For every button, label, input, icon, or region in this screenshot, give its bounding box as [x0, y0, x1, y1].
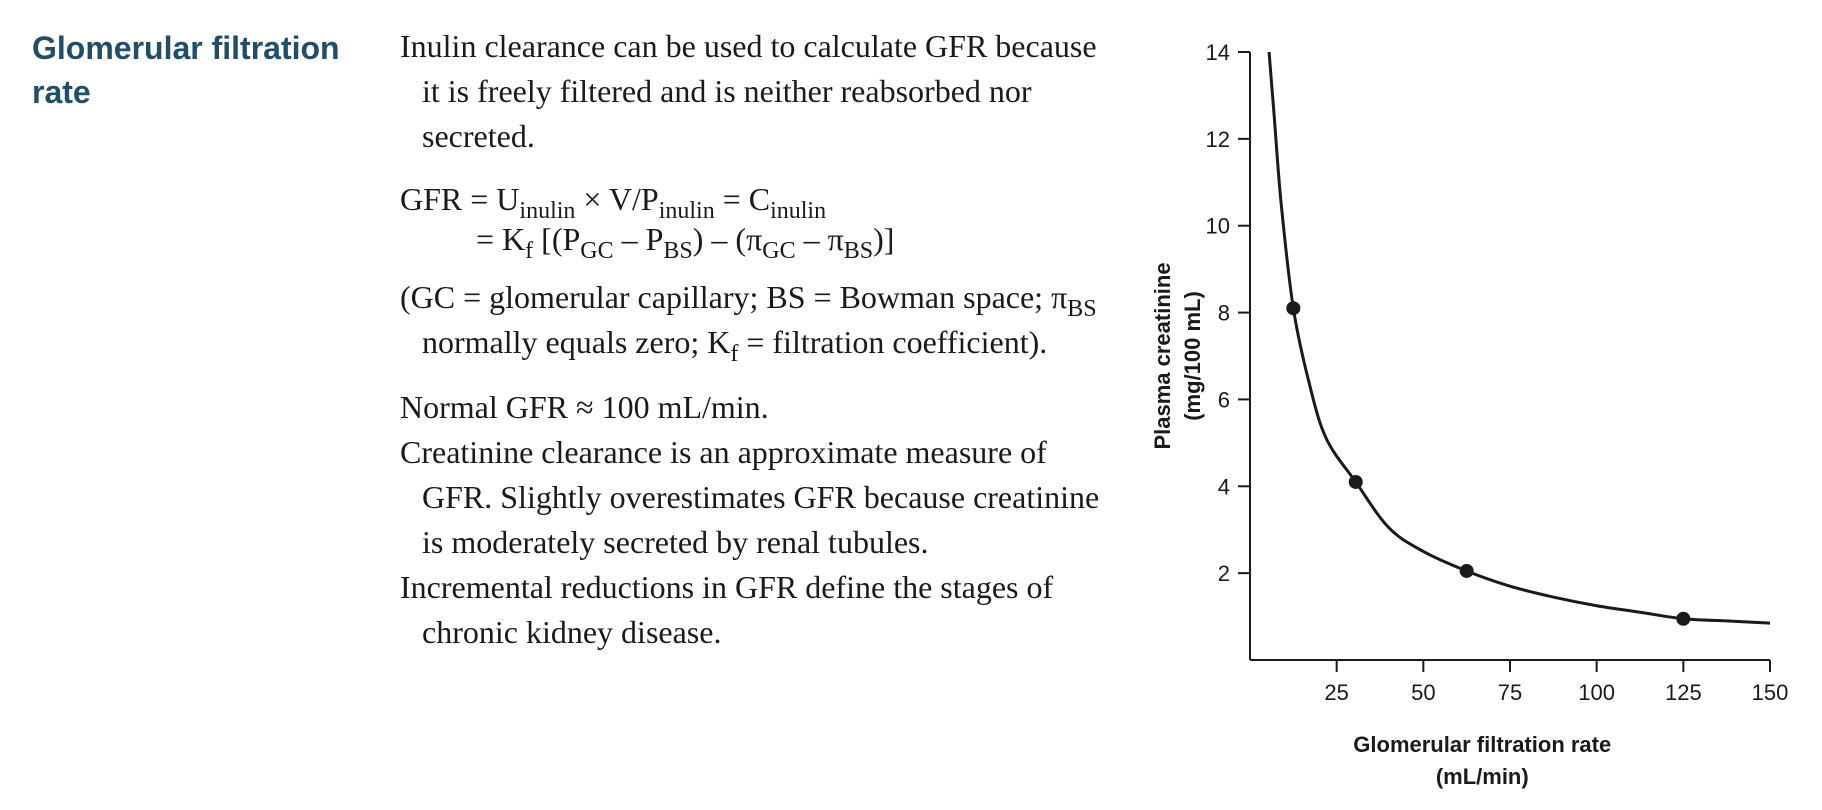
formula-line-2: = Kf [(PGC – PBS) – (πGC – πBS)] — [400, 219, 1100, 263]
formula-bracket-open: [(P — [541, 221, 581, 257]
y-tick-label: 8 — [1218, 301, 1230, 326]
formula-kf: = K — [476, 221, 526, 257]
formula-mid: ) – (π — [692, 221, 763, 257]
section-heading: Glomerular filtration rate — [32, 26, 372, 114]
x-tick-label: 100 — [1578, 680, 1615, 705]
definitions-paragraph: (GC = glomerular capillary; BS = Bowman … — [400, 275, 1100, 367]
definitions-part-c: = filtration coefficient). — [746, 324, 1048, 360]
formula-u-sub: inulin — [519, 198, 576, 224]
y-tick-label: 12 — [1206, 127, 1230, 152]
x-tick-label: 75 — [1498, 680, 1522, 705]
formula-times-v: × V/P — [583, 181, 659, 217]
formula-pibs-sub: BS — [843, 238, 874, 264]
data-point — [1286, 301, 1301, 316]
formula-eq2: = C — [722, 181, 771, 217]
formula-minus-p: – P — [621, 221, 664, 257]
y-tick-label: 2 — [1218, 561, 1230, 586]
data-point — [1459, 563, 1474, 578]
y-tick-label: 6 — [1218, 387, 1230, 412]
definitions-part-b: normally equals zero; K — [422, 324, 731, 360]
formula-p-sub: inulin — [658, 198, 715, 224]
x-axis-title: Glomerular filtration rate — [1353, 732, 1611, 757]
section-heading-line1: Glomerular filtration — [32, 30, 340, 66]
formula-c-sub: inulin — [770, 198, 827, 224]
formula-u: U — [496, 181, 520, 217]
normal-gfr-paragraph: Normal GFR ≈ 100 mL/min. — [400, 389, 769, 425]
formula-gfr: GFR — [400, 181, 463, 217]
definitions-pibs-sub: BS — [1067, 296, 1097, 322]
formula-eq: = — [470, 181, 489, 217]
y-tick-label: 4 — [1218, 474, 1230, 499]
y-tick-label: 14 — [1206, 40, 1230, 65]
creatinine-gfr-chart: 2 4 6 8 10 12 14 25 50 75 100 125 150 Plasma creatin… — [1150, 40, 1789, 789]
gfr-formula: GFR = Uinulin × V/Pinulin = Cinulin = Kf… — [400, 179, 1100, 263]
y-tick-label: 10 — [1206, 214, 1230, 239]
ckd-paragraph: Incremental reductions in GFR define the… — [400, 569, 1054, 650]
formula-minus-pi: – π — [803, 221, 844, 257]
x-axis-unit: (mL/min) — [1436, 764, 1529, 789]
formula-pgc-sub: GC — [580, 238, 614, 264]
x-tick-label: 50 — [1411, 680, 1435, 705]
formula-line-1: GFR = Uinulin × V/Pinulin = Cinulin — [400, 179, 1100, 223]
section-heading-line2: rate — [32, 74, 91, 110]
definitions-kf-sub: f — [730, 341, 739, 367]
data-point — [1676, 611, 1691, 626]
inulin-paragraph: Inulin clearance can be used to calculat… — [400, 28, 1097, 154]
y-axis-title: Plasma creatinine — [1150, 262, 1175, 449]
formula-kf-sub: f — [525, 238, 534, 264]
creatinine-paragraph: Creatinine clearance is an approximate m… — [400, 434, 1100, 560]
body-text: Inulin clearance can be used to calculat… — [400, 24, 1100, 655]
x-tick-label: 125 — [1665, 680, 1702, 705]
x-tick-label: 150 — [1752, 680, 1789, 705]
formula-pbs-sub: BS — [663, 238, 693, 264]
definitions-part-a: (GC = glomerular capillary; BS = Bowman … — [400, 279, 1068, 315]
x-tick-label: 25 — [1324, 680, 1348, 705]
data-point — [1348, 474, 1363, 489]
y-axis-unit: (mg/100 mL) — [1180, 291, 1205, 421]
formula-bracket-close: )] — [873, 221, 895, 257]
creatinine-curve — [1267, 51, 1771, 625]
formula-pigc-sub: GC — [762, 238, 796, 264]
